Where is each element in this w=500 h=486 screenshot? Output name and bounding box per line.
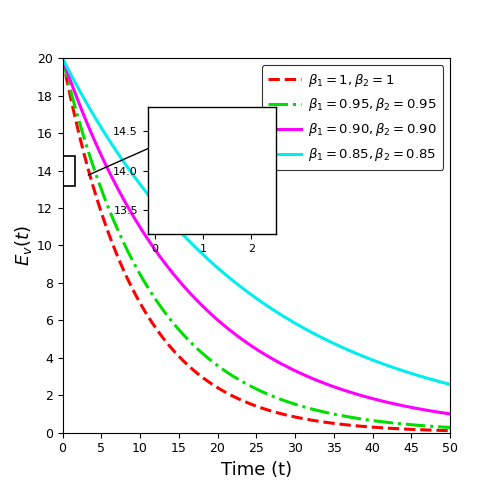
Bar bbox=[62, 156, 75, 186]
X-axis label: Time (t): Time (t) bbox=[220, 461, 292, 479]
Y-axis label: $E_v(t)$: $E_v(t)$ bbox=[13, 225, 34, 266]
Legend: $\beta_1=1, \beta_2=1$, $\beta_1=0.95, \beta_2=0.95$, $\beta_1=0.90, \beta_2=0.9: $\beta_1=1, \beta_2=1$, $\beta_1=0.95, \… bbox=[262, 65, 444, 170]
